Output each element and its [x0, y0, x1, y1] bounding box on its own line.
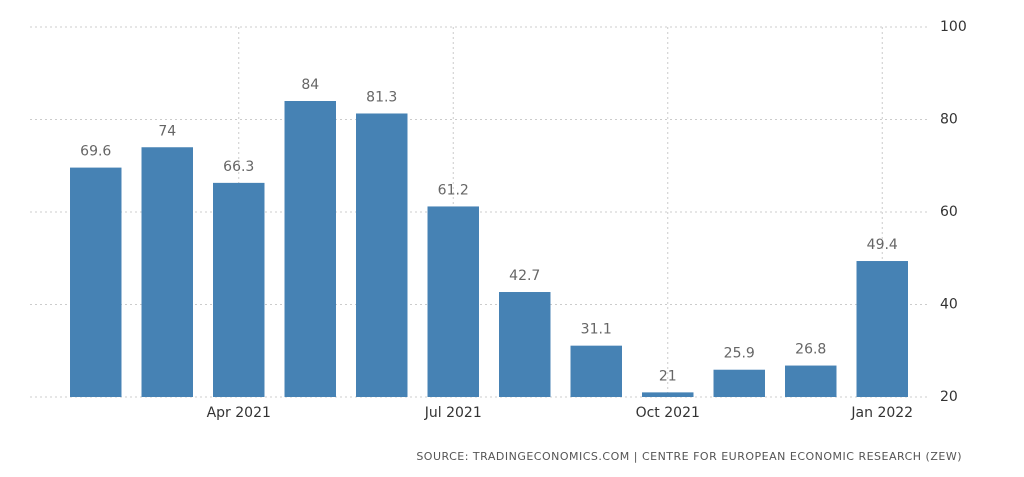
bar	[70, 167, 122, 397]
bar	[427, 206, 479, 397]
x-tick-label: Oct 2021	[636, 405, 700, 421]
value-label: 42.7	[509, 268, 540, 284]
x-tick-label: Apr 2021	[207, 405, 271, 421]
y-tick-label: 60	[940, 204, 958, 220]
x-tick-label: Jan 2022	[850, 405, 913, 421]
bar	[141, 147, 193, 397]
bar	[356, 113, 408, 398]
value-label: 69.6	[80, 144, 111, 160]
bar	[284, 101, 336, 397]
y-tick-label: 40	[940, 297, 958, 313]
value-label: 84	[301, 77, 319, 93]
value-label: 25.9	[724, 346, 755, 362]
value-label: 26.8	[795, 342, 826, 358]
bar	[642, 392, 694, 397]
bar	[570, 345, 622, 397]
bar	[713, 369, 765, 397]
bar	[213, 182, 265, 397]
y-tick-label: 20	[940, 389, 958, 405]
x-tick-label: Jul 2021	[424, 405, 482, 421]
value-label: 66.3	[223, 159, 254, 175]
bar	[856, 261, 908, 397]
value-label: 21	[659, 368, 677, 384]
value-label: 81.3	[366, 89, 397, 105]
y-tick-label: 100	[940, 19, 967, 35]
value-label: 49.4	[867, 237, 898, 253]
source: SOURCE: TRADINGECONOMICS.COM | CENTRE FO…	[416, 450, 962, 463]
bar	[499, 292, 551, 397]
value-label: 31.1	[581, 322, 612, 338]
value-label: 61.2	[438, 182, 469, 198]
value-label: 74	[158, 123, 176, 139]
y-tick-label: 80	[940, 112, 958, 128]
bar	[785, 365, 837, 397]
